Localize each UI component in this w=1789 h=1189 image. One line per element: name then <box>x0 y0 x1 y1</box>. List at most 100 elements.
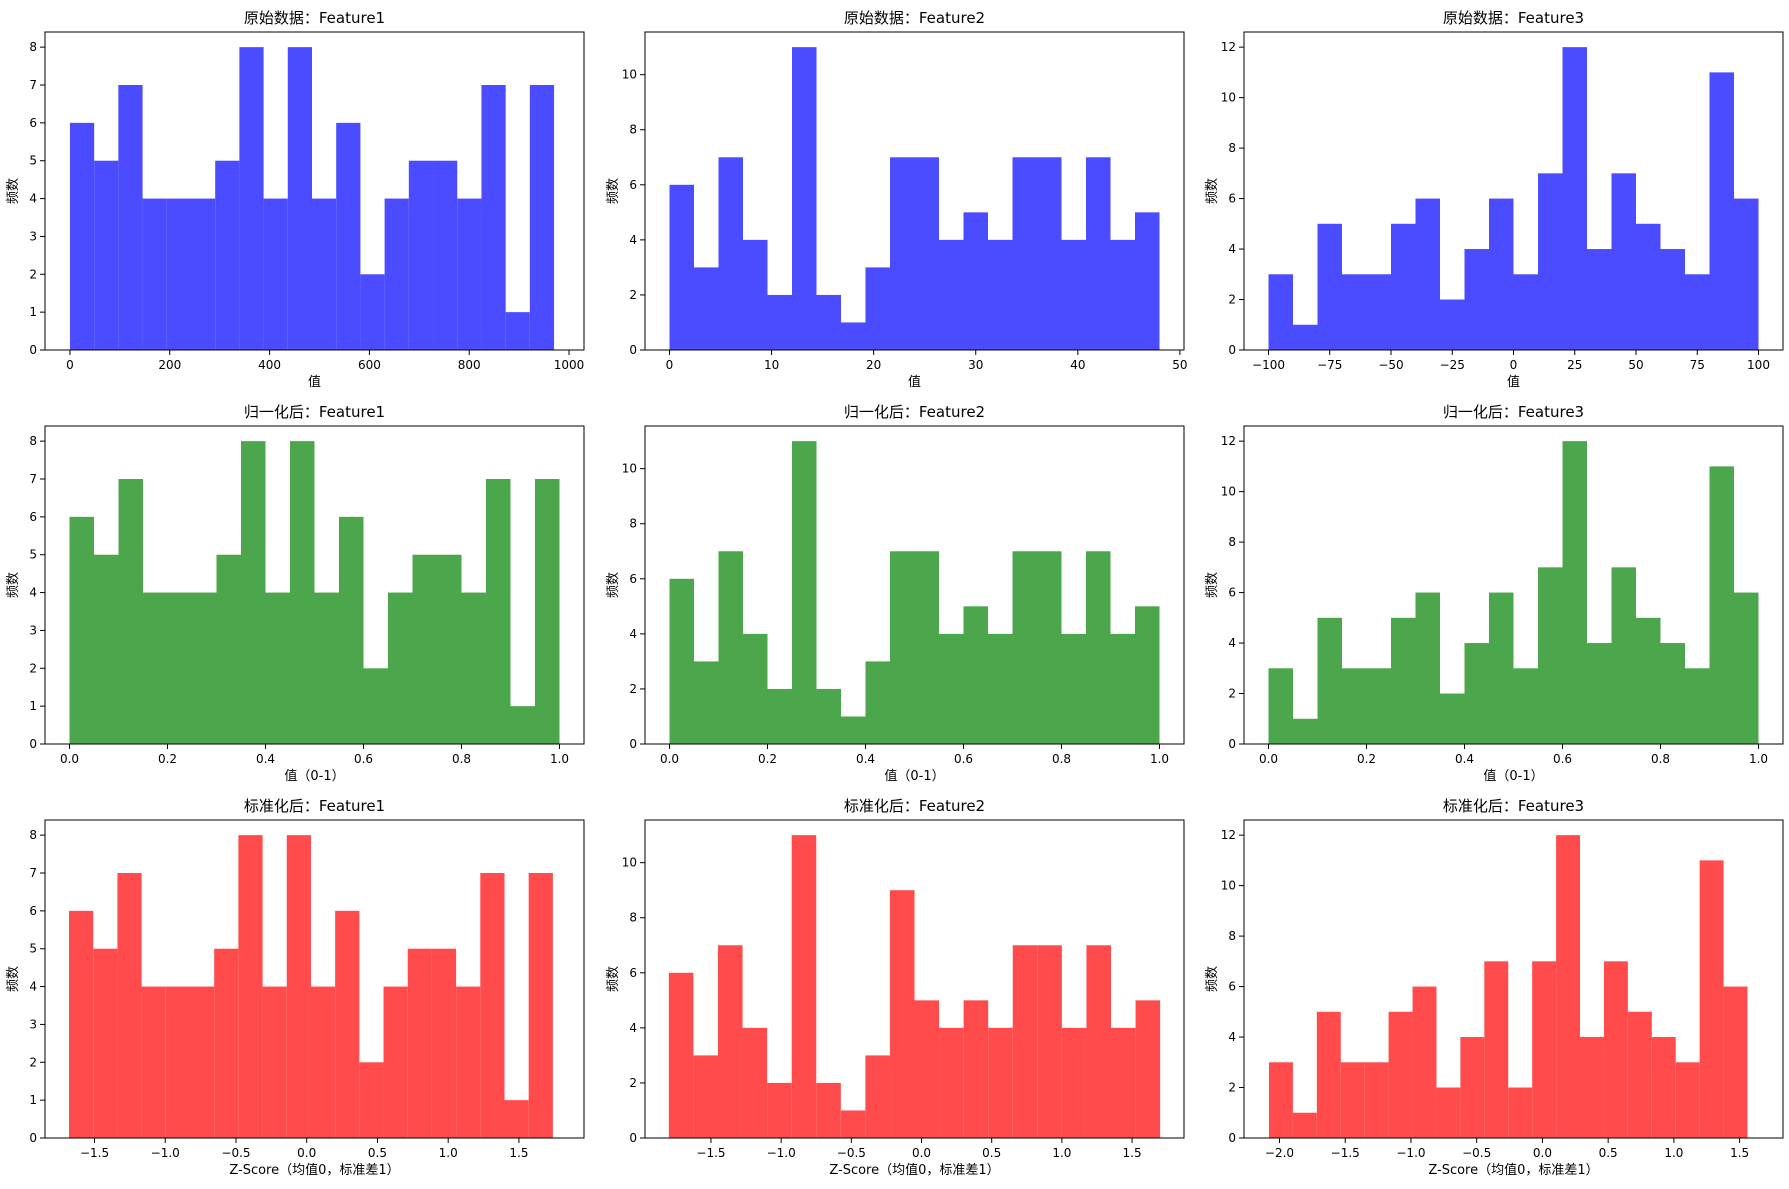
histogram-bar <box>1366 668 1391 744</box>
histogram-panel-9: −2.0 −1.5 −1.0 −0.5 0.0 0.5 1.0 1.5 0 2 4 6 8 10 12 标准化… <box>1205 797 1784 1178</box>
histogram-bar <box>363 668 388 744</box>
x-tick-label: −1.5 <box>696 1146 725 1160</box>
x-tick-label: −0.5 <box>221 1146 250 1160</box>
y-tick-label: 10 <box>1221 879 1236 893</box>
histogram-bar <box>383 986 408 1138</box>
x-tick-label: 10 <box>764 358 779 372</box>
histogram-bar <box>963 212 988 350</box>
y-axis-label: 频数 <box>1205 966 1220 992</box>
histogram-bar <box>1340 1062 1365 1138</box>
histogram-bar <box>1538 567 1563 744</box>
y-tick-label: 4 <box>29 192 37 206</box>
histogram-bar <box>988 1027 1013 1138</box>
x-tick-label: 0 <box>666 358 674 372</box>
histogram-bar <box>1651 1037 1676 1138</box>
histogram-bar <box>1611 173 1636 350</box>
y-tick-label: 6 <box>1228 980 1236 994</box>
histogram-bar <box>1342 668 1367 744</box>
histogram-bar <box>1562 47 1587 351</box>
y-tick-label: 8 <box>29 828 37 842</box>
histogram-bar <box>1580 1037 1604 1138</box>
x-tick-label: 0.5 <box>368 1146 387 1160</box>
y-tick-label: 2 <box>1228 293 1236 307</box>
histogram-bar <box>359 1062 384 1138</box>
y-tick-label: 8 <box>629 517 637 531</box>
histogram-bar <box>718 551 743 744</box>
histogram-bar <box>290 441 315 744</box>
y-tick-label: 10 <box>622 462 637 476</box>
histogram-bar <box>1734 592 1759 744</box>
x-tick-label: 0.6 <box>354 752 373 766</box>
histogram-bar <box>718 157 743 350</box>
histogram-panel-1: 0 200 400 600 800 1000 0 1 2 3 4 5 6 7 8 原始数据：Feature1 值… <box>6 9 585 390</box>
x-tick-label: 0.2 <box>1357 752 1376 766</box>
y-tick-label: 7 <box>29 78 37 92</box>
histogram-bar <box>841 716 866 744</box>
histogram-bar <box>1135 606 1160 744</box>
histogram-bar <box>1111 1027 1136 1138</box>
histogram-bar <box>1709 72 1734 350</box>
y-tick-label: 10 <box>1221 485 1236 499</box>
y-tick-label: 1 <box>29 699 37 713</box>
histogram-bar <box>190 198 216 350</box>
x-tick-label: 75 <box>1690 358 1705 372</box>
histogram-bar <box>1685 668 1710 744</box>
histogram-bar <box>791 835 817 1138</box>
chart-title: 标准化后：Feature3 <box>1443 797 1584 815</box>
y-tick-label: 6 <box>29 116 37 130</box>
y-tick-label: 12 <box>1221 434 1236 448</box>
histogram-bar <box>1037 945 1062 1138</box>
histogram-panel-7: −1.5 −1.0 −0.5 0.0 0.5 1.0 1.5 0 1 2 3 4 5 6 7 8 标准化后：Fe… <box>6 797 585 1178</box>
histogram-bar <box>1366 274 1391 350</box>
y-tick-label: 0 <box>29 343 37 357</box>
y-tick-label: 0 <box>629 343 637 357</box>
y-tick-label: 8 <box>29 434 37 448</box>
histogram-bar <box>1587 643 1612 744</box>
x-tick-label: 25 <box>1567 358 1582 372</box>
x-tick-label: 0.0 <box>912 1146 931 1160</box>
y-tick-label: 5 <box>29 548 37 562</box>
y-tick-label: 3 <box>29 229 37 243</box>
histogram-bar <box>1110 239 1135 350</box>
x-tick-label: −1.0 <box>151 1146 180 1160</box>
x-tick-label: 400 <box>258 358 281 372</box>
histogram-bar <box>339 516 364 744</box>
y-tick-label: 2 <box>1228 687 1236 701</box>
histogram-bar <box>265 592 290 744</box>
axes-frame <box>1243 425 1784 745</box>
y-tick-label: 2 <box>29 267 37 281</box>
y-tick-label: 4 <box>629 233 637 247</box>
y-axis-label: 频数 <box>1205 178 1220 204</box>
histogram-panel-3: −100 −75 −50 −25 0 25 50 75 100 0 2 4 6 8 10 12 原始数据：Fea… <box>1205 9 1784 390</box>
histogram-bar <box>767 1082 792 1138</box>
histogram-bar <box>1292 1112 1317 1138</box>
histogram-bar <box>743 239 768 350</box>
x-tick-label: −0.5 <box>1462 1146 1491 1160</box>
y-tick-label: 2 <box>29 661 37 675</box>
histogram-bar <box>141 986 166 1138</box>
histogram-bar <box>529 85 555 350</box>
histogram-bar <box>117 873 142 1138</box>
histogram-bar <box>314 592 339 744</box>
x-axis-label: Z-Score（均值0，标准差1） <box>829 1162 999 1178</box>
x-tick-label: 0.8 <box>1651 752 1670 766</box>
histogram-bar <box>1086 157 1111 350</box>
y-axis-label: 频数 <box>6 966 21 992</box>
x-tick-label: −25 <box>1440 358 1465 372</box>
histogram-bar <box>1061 239 1086 350</box>
axes-frame <box>44 819 585 1139</box>
histogram-bar <box>216 554 241 744</box>
x-axis-label: 值（0-1） <box>1483 768 1543 784</box>
histogram-bar <box>433 160 458 350</box>
chart-title: 标准化后：Feature1 <box>244 797 385 815</box>
histogram-bar <box>93 948 118 1138</box>
x-tick-label: 0.6 <box>1553 752 1572 766</box>
histogram-bar <box>407 948 432 1138</box>
histogram-bar <box>792 441 817 744</box>
chart-title: 标准化后：Feature2 <box>844 797 985 815</box>
histogram-bar <box>792 47 817 351</box>
x-tick-label: 50 <box>1172 358 1187 372</box>
x-tick-label: 0.0 <box>1259 752 1278 766</box>
y-tick-label: 4 <box>629 1021 637 1035</box>
histogram-bar <box>486 479 511 744</box>
